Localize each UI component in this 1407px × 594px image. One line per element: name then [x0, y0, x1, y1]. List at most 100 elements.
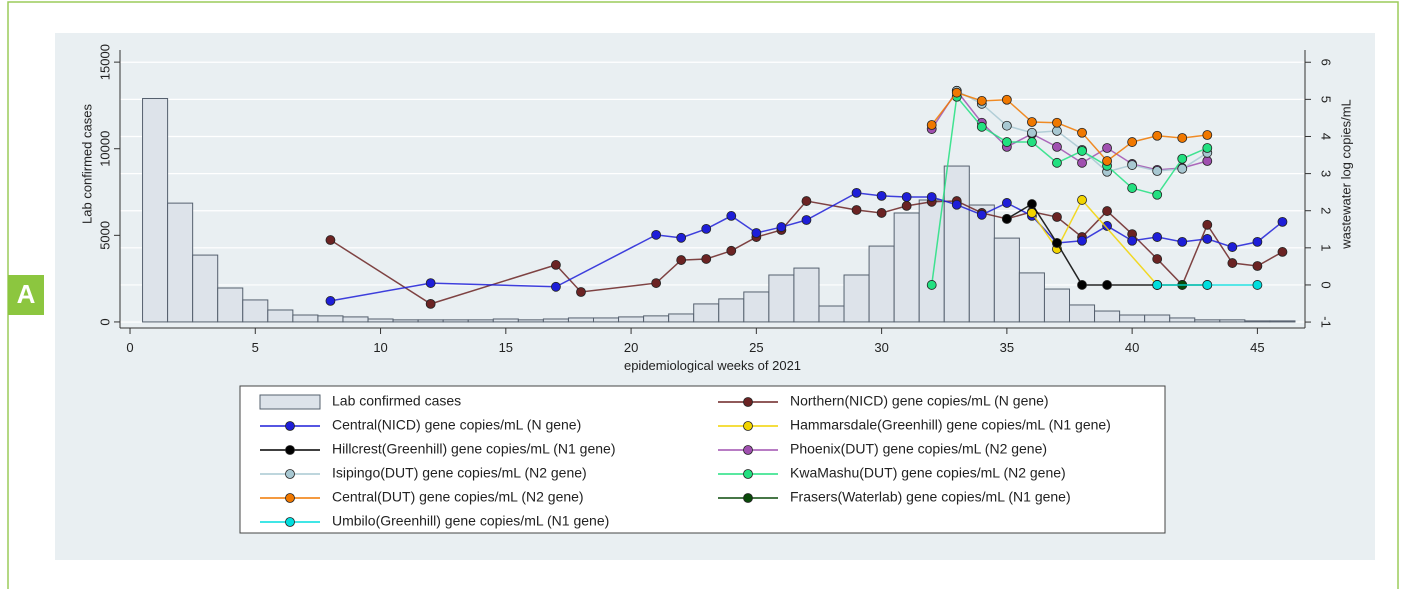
legend-marker: [743, 421, 753, 431]
legend-label: Northern(NICD) gene copies/mL (N gene): [790, 393, 1049, 409]
histogram-bar: [267, 309, 294, 323]
legend-marker: [285, 493, 295, 503]
series-marker: [901, 200, 912, 211]
x-tick-label: 0: [126, 340, 133, 355]
legend-label: Lab confirmed cases: [332, 393, 461, 409]
series-marker: [651, 229, 662, 240]
legend-marker: [285, 445, 295, 455]
y-tick-label: 10000: [97, 131, 112, 167]
histogram-bar: [718, 298, 745, 323]
x-axis-label: epidemiological weeks of 2021: [624, 358, 801, 373]
histogram-bar: [1119, 314, 1146, 323]
histogram-bar: [217, 287, 244, 323]
histogram-bar: [968, 204, 995, 323]
y2-tick-label: 3: [1319, 170, 1334, 177]
series-marker: [1027, 117, 1037, 127]
histogram-bar: [1018, 272, 1045, 323]
histogram-bar: [1244, 320, 1271, 323]
histogram-bar: [768, 274, 795, 323]
histogram-bar: [668, 313, 695, 323]
x-tick-label: 30: [874, 340, 888, 355]
series-marker: [1077, 157, 1087, 168]
series-marker: [1077, 235, 1087, 246]
histogram-bar: [1094, 310, 1121, 323]
y2-tick-label: 5: [1319, 96, 1334, 103]
series-marker: [1027, 137, 1037, 147]
histogram-bar: [893, 212, 920, 323]
histogram-bar: [1069, 304, 1096, 323]
y-axis-label: Lab confirmed cases: [79, 104, 94, 224]
series-marker: [1227, 242, 1238, 252]
series-marker: [1277, 247, 1288, 257]
legend-swatch: [259, 394, 321, 410]
x-tick-label: 20: [624, 340, 638, 355]
series-line: [930, 94, 1208, 286]
series-marker: [1052, 212, 1062, 222]
series-marker: [776, 222, 787, 232]
series-marker: [1052, 117, 1062, 128]
histogram-bar: [1219, 319, 1246, 323]
series-marker: [1202, 219, 1213, 230]
series-marker: [1177, 153, 1188, 164]
histogram-bar: [693, 303, 720, 323]
legend-marker: [743, 445, 753, 455]
series-marker: [1102, 221, 1112, 231]
legend-label: Hillcrest(Greenhill) gene copies/mL (N1 …: [332, 441, 616, 457]
series-marker: [1252, 236, 1263, 247]
series-marker: [926, 192, 937, 202]
series-marker: [1027, 199, 1037, 209]
series-marker: [1077, 195, 1087, 205]
series-marker: [976, 121, 987, 132]
histogram-bar: [993, 237, 1020, 323]
series-marker: [1202, 130, 1213, 140]
y2-tick-label: 6: [1319, 59, 1334, 66]
x-tick-label: 45: [1250, 340, 1264, 355]
series-marker: [1277, 216, 1288, 227]
series-marker: [1127, 137, 1138, 147]
legend-marker: [285, 469, 295, 479]
histogram-bar: [868, 245, 895, 323]
histogram-bar: [167, 202, 194, 323]
histogram-bar: [242, 299, 269, 323]
histogram-bar: [467, 319, 494, 323]
series-marker: [576, 287, 586, 297]
histogram-bar: [618, 316, 645, 323]
series-marker: [1177, 236, 1188, 247]
x-tick-label: 10: [373, 340, 387, 355]
histogram-bar: [1269, 320, 1296, 323]
series-marker: [1001, 198, 1012, 208]
histogram-bar: [643, 315, 670, 323]
series-marker: [551, 281, 561, 292]
series-marker: [851, 187, 862, 198]
legend-label: Central(NICD) gene copies/mL (N gene): [332, 417, 581, 433]
series-marker: [1152, 166, 1163, 176]
series-marker: [1077, 280, 1087, 290]
histogram-bar: [542, 318, 569, 323]
histogram-bar: [1144, 314, 1171, 323]
series-marker: [976, 95, 987, 106]
histogram-bar: [843, 274, 870, 323]
series-marker: [1052, 238, 1062, 248]
y-tick-label: 15000: [97, 44, 112, 80]
legend-label: Isipingo(DUT) gene copies/mL (N2 gene): [332, 465, 587, 481]
series-marker: [926, 120, 937, 130]
y-tick-label: 5000: [97, 221, 112, 250]
series-marker: [801, 215, 812, 225]
series-marker: [726, 211, 737, 221]
legend-marker: [285, 517, 295, 527]
series-marker: [1152, 189, 1163, 200]
series-marker: [1102, 280, 1112, 290]
series-marker: [1127, 160, 1138, 170]
series-marker: [876, 190, 887, 201]
histogram-bar: [743, 291, 770, 323]
legend-label: KwaMashu(DUT) gene copies/mL (N2 gene): [790, 465, 1066, 481]
series-marker: [325, 235, 336, 245]
series-marker: [701, 223, 712, 234]
y2-tick-label: 4: [1319, 133, 1334, 140]
series-marker: [926, 280, 937, 290]
series-marker: [676, 232, 687, 243]
x-tick-label: 5: [252, 340, 259, 355]
series-marker: [1052, 126, 1062, 136]
series-marker: [425, 298, 436, 309]
